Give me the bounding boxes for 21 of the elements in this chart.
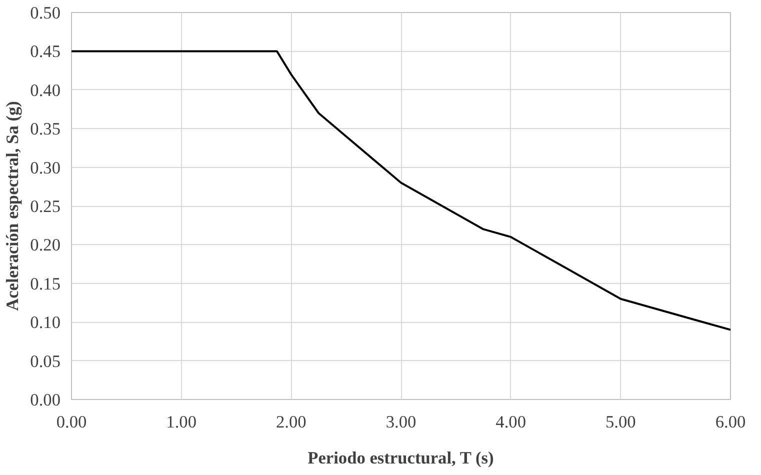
x-tick-label: 1.00	[166, 412, 196, 432]
y-axis-title: Aceleración espectral, Sa (g)	[3, 100, 22, 311]
x-tick-label: 3.00	[386, 412, 416, 432]
y-tick-label: 0.10	[30, 313, 61, 332]
y-tick-label: 0.35	[30, 120, 61, 139]
y-tick-label: 0.15	[30, 274, 61, 294]
line-series	[72, 50, 730, 331]
y-tick-label: 0.30	[30, 158, 61, 178]
y-tick-label: 0.05	[30, 352, 61, 371]
x-tick-label: 5.00	[606, 412, 636, 432]
x-axis-title: Periodo estructural, T (s)	[308, 448, 494, 468]
x-tick-label: 2.00	[276, 412, 306, 432]
y-tick-label: 0.45	[30, 42, 61, 62]
x-tick-label: 4.00	[496, 412, 526, 432]
y-tick-label: 0.00	[30, 390, 61, 410]
x-tick-label: 6.00	[715, 412, 746, 432]
x-tick-label: 0.00	[56, 412, 87, 432]
y-tick-label: 0.20	[30, 236, 61, 255]
y-tick-label: 0.50	[30, 4, 61, 22]
y-tick-label: 0.25	[30, 197, 61, 216]
y-tick-label: 0.40	[30, 80, 61, 100]
